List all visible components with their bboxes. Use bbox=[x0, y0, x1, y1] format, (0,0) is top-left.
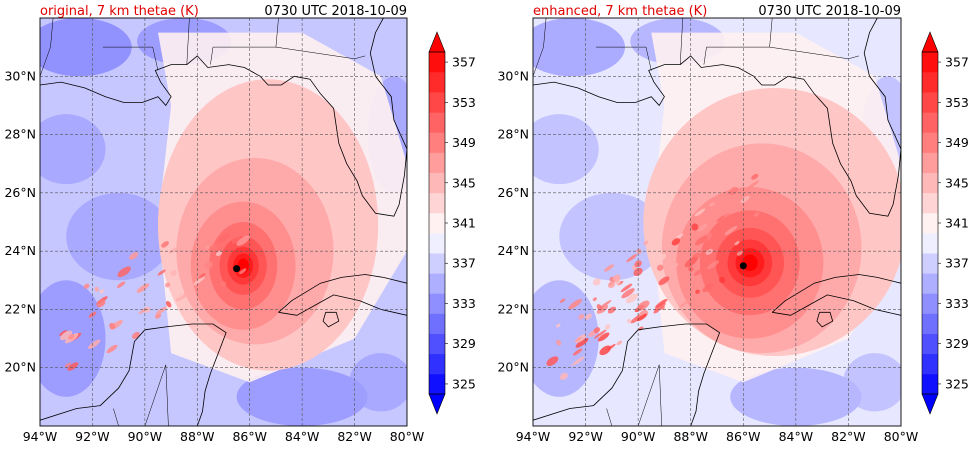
lon-tick-label: 84°W bbox=[779, 429, 814, 444]
lon-tick-label: 90°W bbox=[621, 429, 656, 444]
gridlines bbox=[533, 18, 901, 426]
lat-tick-label: 24°N bbox=[4, 243, 36, 258]
lat-tick-label: 24°N bbox=[497, 243, 529, 258]
panel-time-original: 0730 UTC 2018-10-09 bbox=[264, 4, 407, 19]
colorbar-enhanced: 325 329 333 337 341 345 349 353 357 bbox=[921, 31, 969, 415]
gridlines bbox=[40, 18, 407, 426]
panel-time-enhanced: 0730 UTC 2018-10-09 bbox=[758, 4, 901, 19]
lon-tick-label: 82°W bbox=[337, 429, 372, 444]
colorbar-tick-label: 333 bbox=[452, 296, 476, 311]
lon-tick-label: 80°W bbox=[390, 429, 425, 444]
map-original: 94°W 92°W 90°W 88°W 86°W 84°W 82°W 80°W 20°N 22°N… bbox=[4, 17, 425, 444]
panel-original: original, 7 km thetae (K) 0730 UTC 2018-… bbox=[4, 4, 424, 444]
lat-tick-label: 20°N bbox=[4, 360, 36, 375]
lat-tick-label: 20°N bbox=[497, 360, 529, 375]
colorbar-tick-label: 337 bbox=[452, 256, 476, 271]
lat-tick-label: 30°N bbox=[4, 68, 36, 83]
colorbar-tick-label: 353 bbox=[452, 95, 476, 110]
lon-tick-label: 84°W bbox=[285, 429, 320, 444]
lat-tick-label: 26°N bbox=[497, 185, 529, 200]
colorbar-tick-label: 333 bbox=[945, 296, 969, 311]
lat-tick-label: 22°N bbox=[4, 301, 36, 316]
map-frame bbox=[532, 17, 902, 427]
colorbar-extend-min bbox=[428, 393, 446, 415]
lon-tick-label: 90°W bbox=[128, 429, 163, 444]
lon-tick-label: 94°W bbox=[23, 429, 58, 444]
panel-enhanced: enhanced, 7 km thetae (K) 0730 UTC 2018-… bbox=[497, 4, 918, 444]
thetae-field bbox=[533, 18, 901, 426]
colorbar-extend-max bbox=[428, 31, 446, 53]
lat-tick-label: 28°N bbox=[497, 127, 529, 142]
colorbar-tick-label: 325 bbox=[452, 376, 476, 391]
colorbar-tick-label: 349 bbox=[452, 135, 476, 150]
colorbar-tick-label: 329 bbox=[945, 336, 969, 351]
panel-title-enhanced: enhanced, 7 km thetae (K) bbox=[533, 4, 707, 19]
colorbar-tick-label: 345 bbox=[452, 175, 476, 190]
lat-tick-label: 28°N bbox=[4, 127, 36, 142]
colorbar-tick-label: 337 bbox=[945, 256, 969, 271]
lat-tick-label: 22°N bbox=[497, 301, 529, 316]
lon-tick-label: 88°W bbox=[673, 429, 708, 444]
lon-tick-label: 92°W bbox=[568, 429, 603, 444]
colorbar-tick-label: 353 bbox=[945, 95, 969, 110]
colorbar-extend-min bbox=[921, 393, 939, 415]
colorbar-tick-label: 349 bbox=[945, 135, 969, 150]
storm-center-marker bbox=[233, 265, 241, 273]
lon-tick-label: 82°W bbox=[831, 429, 866, 444]
map-frame bbox=[39, 17, 408, 427]
lat-tick-label: 26°N bbox=[4, 185, 36, 200]
colorbar-tick-label: 329 bbox=[452, 336, 476, 351]
colorbar-tick-label: 341 bbox=[945, 216, 969, 231]
storm-center-marker bbox=[739, 262, 747, 270]
colorbar-tick-label: 341 bbox=[452, 216, 476, 231]
lon-tick-label: 86°W bbox=[232, 429, 267, 444]
colorbar-tick-label: 357 bbox=[945, 55, 969, 70]
colorbar-tick-label: 357 bbox=[452, 55, 476, 70]
lon-tick-label: 80°W bbox=[884, 429, 919, 444]
lat-tick-label: 30°N bbox=[497, 68, 529, 83]
lon-tick-label: 88°W bbox=[180, 429, 215, 444]
thetae-field bbox=[40, 18, 407, 426]
lon-tick-label: 86°W bbox=[726, 429, 761, 444]
colorbar-extend-max bbox=[921, 31, 939, 53]
panel-title-original: original, 7 km thetae (K) bbox=[40, 4, 199, 19]
lon-tick-label: 92°W bbox=[75, 429, 110, 444]
map-enhanced: 94°W 92°W 90°W 88°W 86°W 84°W 82°W 80°W 20°N 22°N… bbox=[497, 17, 919, 444]
lon-tick-label: 94°W bbox=[516, 429, 551, 444]
colorbar-original: 325 329 333 337 341 345 349 353 357 bbox=[428, 31, 476, 415]
colorbar-tick-label: 345 bbox=[945, 175, 969, 190]
colorbar-tick-label: 325 bbox=[945, 376, 969, 391]
